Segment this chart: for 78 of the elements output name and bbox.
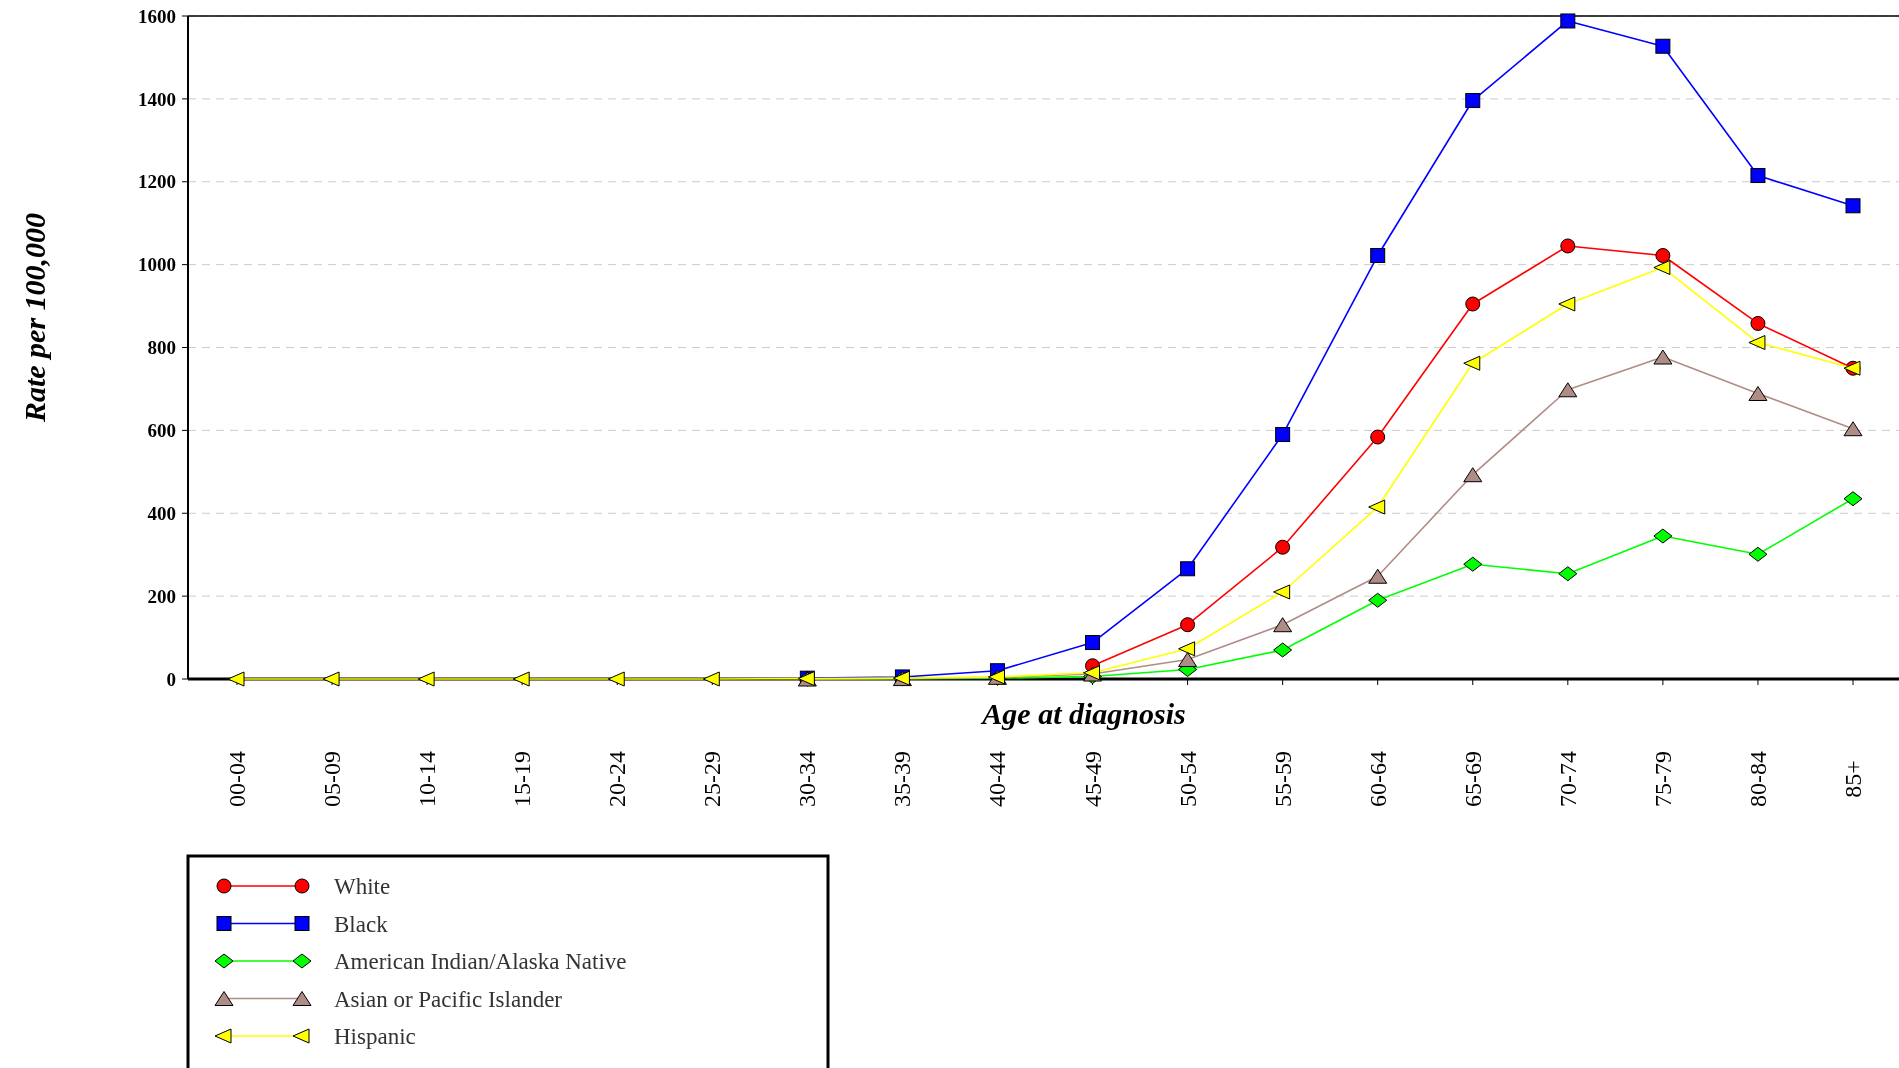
point (1273, 584, 1291, 600)
y-tick-label: 1400 (138, 88, 176, 110)
point (1465, 93, 1481, 109)
point (1845, 198, 1861, 214)
x-tick-label: 55-59 (1269, 751, 1296, 807)
x-tick-label: 00-04 (224, 751, 250, 807)
point (1370, 429, 1386, 445)
x-tick-label: 50-54 (1174, 751, 1201, 807)
legend-label: Asian or Pacific Islander (334, 986, 563, 1012)
point (1653, 260, 1671, 276)
point (322, 671, 340, 687)
point (1368, 592, 1388, 608)
point (1465, 296, 1481, 312)
point (1178, 641, 1196, 657)
x-tick-label: 65-69 (1459, 751, 1486, 807)
point (1560, 13, 1576, 29)
x-tick-label: 20-24 (604, 751, 631, 807)
point (1748, 335, 1766, 351)
x-tick-label: 80-84 (1744, 751, 1771, 807)
x-tick-label: 45-49 (1079, 751, 1106, 807)
point (1560, 238, 1576, 254)
legend-label: Black (334, 911, 389, 937)
point (1558, 382, 1578, 398)
x-tick-label: 40-44 (984, 751, 1011, 807)
point (1558, 566, 1578, 582)
point (1750, 168, 1766, 184)
x-tick-label: 35-39 (889, 751, 916, 807)
point (1843, 421, 1863, 437)
y-tick-label: 600 (147, 420, 176, 442)
point (1463, 467, 1483, 483)
legend-label: Hispanic (334, 1024, 416, 1050)
point (1273, 617, 1293, 633)
y-tick-label: 1000 (138, 254, 176, 276)
point (1558, 296, 1576, 312)
point (417, 671, 435, 687)
point (1368, 568, 1388, 584)
y-tick-label: 1600 (138, 5, 176, 27)
point (227, 671, 245, 687)
point (512, 671, 530, 687)
point (1275, 427, 1291, 443)
point (1180, 617, 1196, 633)
point (1653, 349, 1673, 365)
point (702, 671, 720, 687)
point (1370, 248, 1386, 264)
x-tick-label: 25-29 (699, 751, 726, 807)
point (1750, 315, 1766, 331)
point (1178, 652, 1198, 668)
point (1180, 561, 1196, 577)
x-tick-label: 85+ (1840, 760, 1866, 798)
point (1655, 38, 1671, 54)
x-tick-label: 70-74 (1554, 751, 1581, 807)
legend-label: White (334, 874, 391, 900)
x-axis-title: Age at diagnosis (980, 697, 1186, 730)
point (1748, 386, 1768, 401)
x-tick-label: 15-19 (509, 751, 536, 807)
point (1463, 355, 1481, 371)
legend-label: American Indian/Alaska Native (334, 949, 627, 975)
point (1653, 528, 1673, 544)
x-tick-label: 10-14 (414, 751, 441, 807)
point (1655, 248, 1671, 264)
y-tick-label: 800 (147, 337, 176, 359)
y-tick-label: 200 (147, 585, 176, 607)
point (607, 671, 625, 687)
x-tick-label: 60-64 (1364, 751, 1391, 807)
x-tick-label: 30-34 (794, 751, 821, 807)
point (1085, 635, 1101, 651)
y-axis-title: Rate per 100,000 (18, 212, 51, 424)
y-tick-label: 0 (166, 668, 176, 690)
point (1368, 499, 1386, 515)
y-tick-label: 1200 (138, 171, 176, 193)
point (1463, 556, 1483, 572)
point (1748, 546, 1768, 562)
point (1275, 539, 1291, 555)
point (1273, 642, 1293, 658)
x-tick-label: 75-79 (1649, 751, 1676, 807)
x-tick-label: 05-09 (319, 751, 346, 807)
y-tick-label: 400 (147, 502, 176, 524)
point (1843, 491, 1863, 507)
